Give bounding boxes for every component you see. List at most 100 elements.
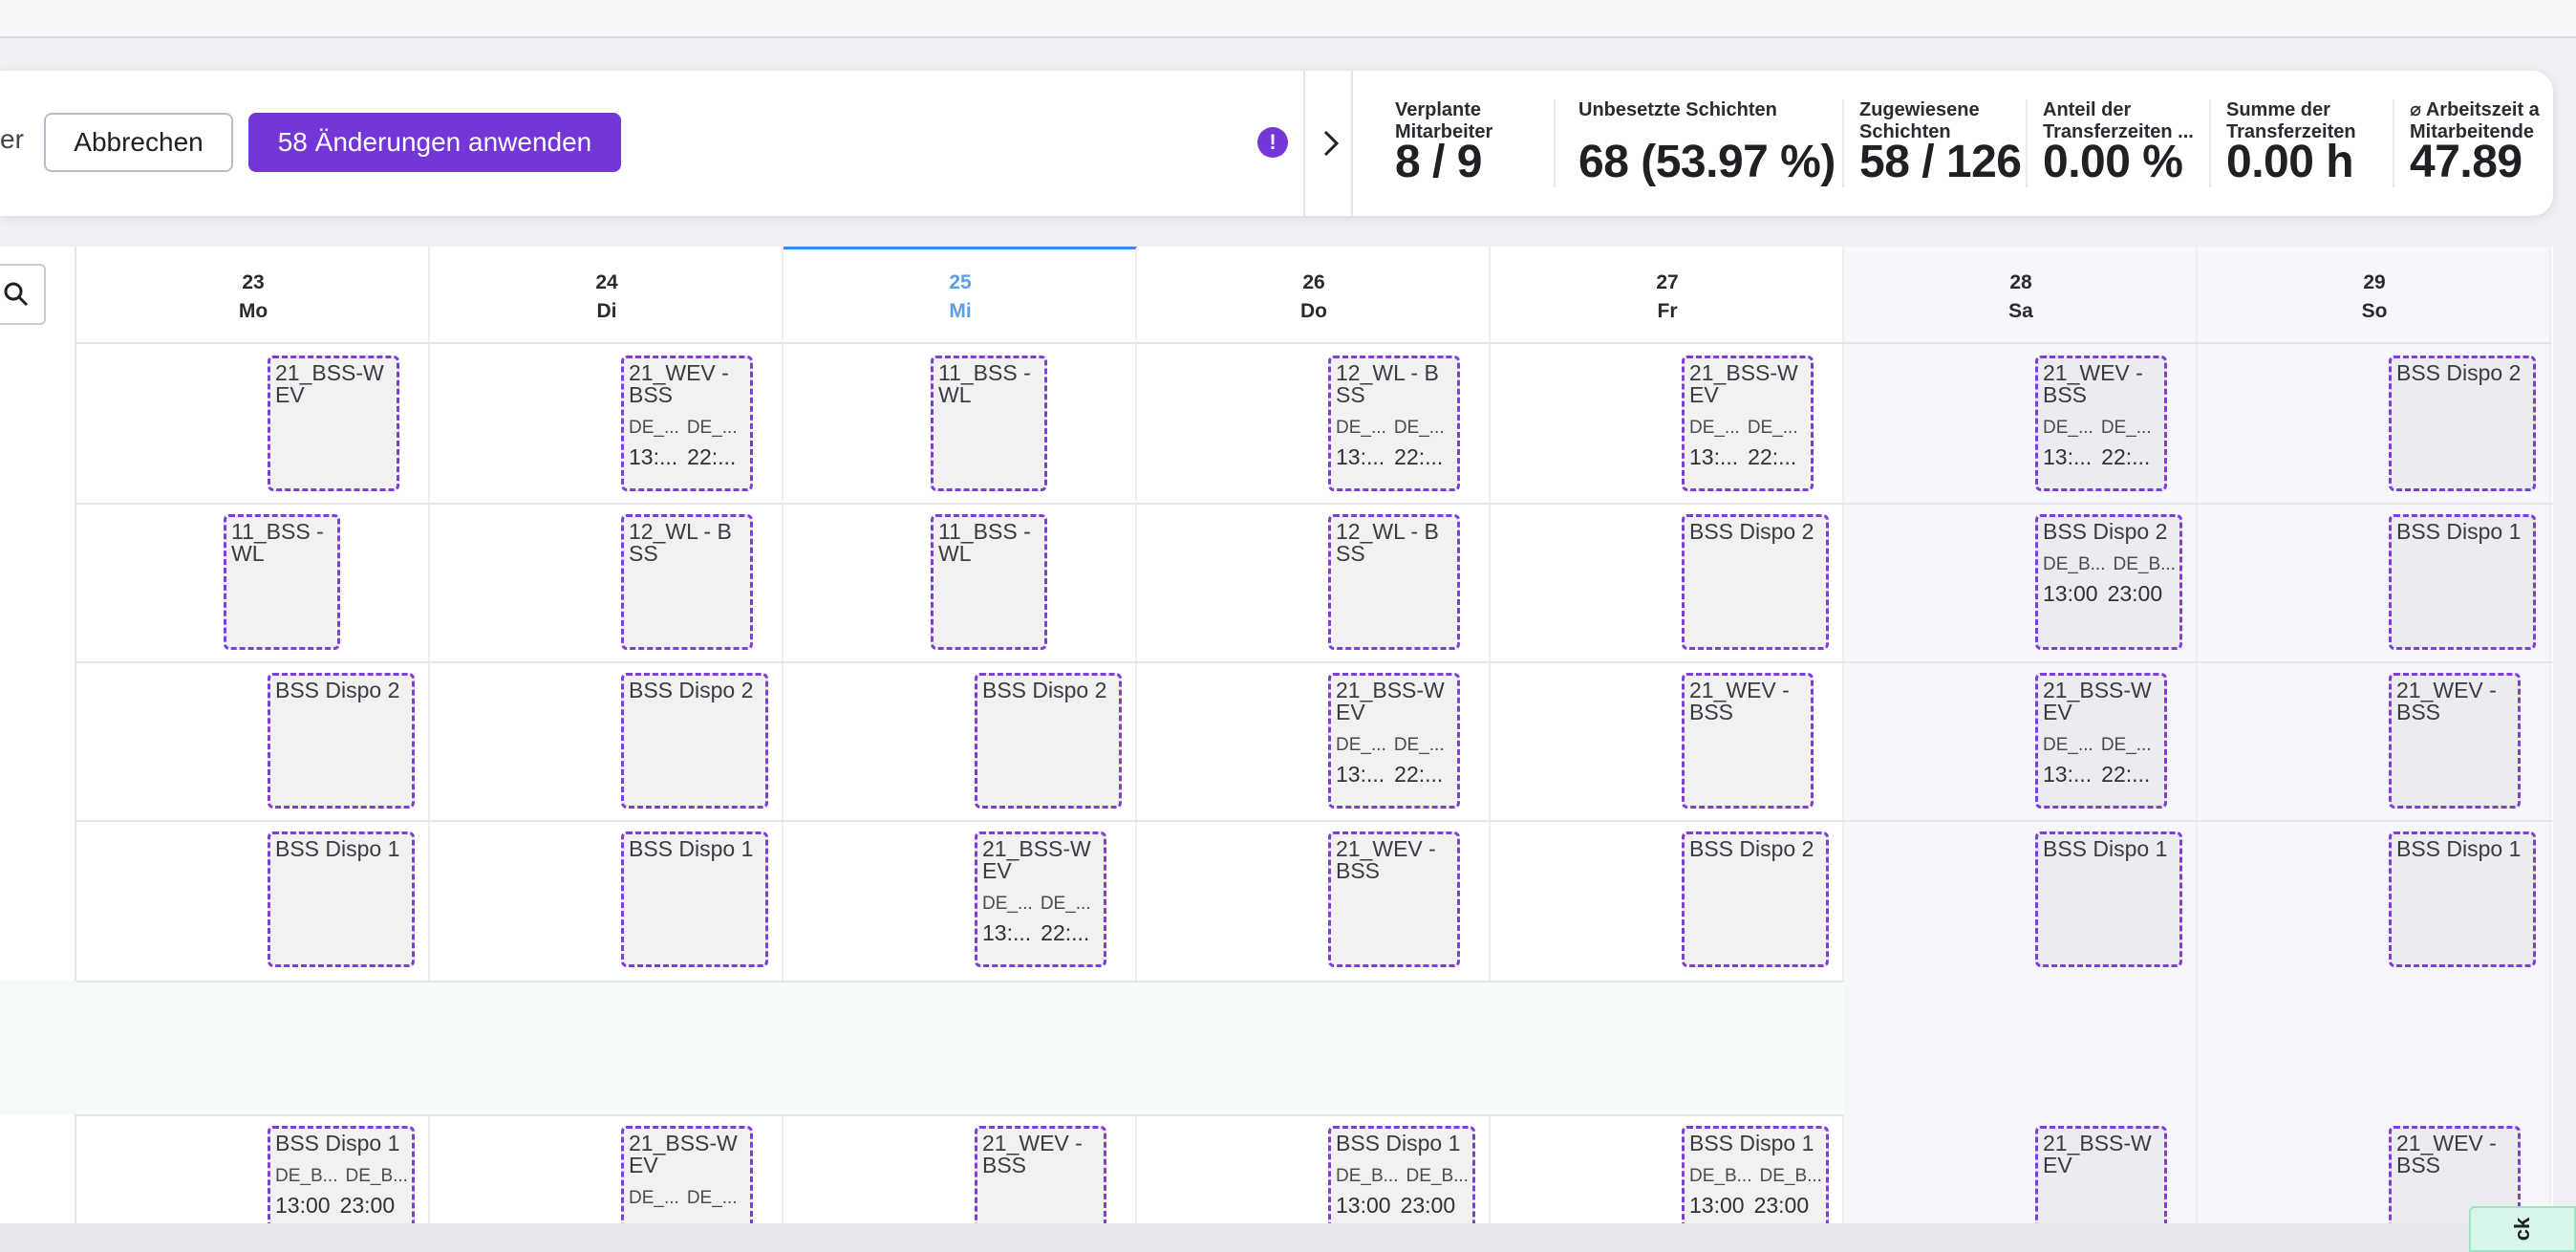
shift-times: 13:... 22:... (2043, 762, 2159, 787)
shift-location: DE_... (982, 894, 1033, 914)
shift-location: DE_B... (2043, 554, 2106, 574)
stat-label: Summe der Transferzeiten (2226, 99, 2356, 142)
day-number: 28 (2009, 271, 2032, 293)
shift-card[interactable]: 21_WEV - BSS (975, 1126, 1106, 1223)
day-header[interactable]: 28 Sa (1844, 247, 2198, 344)
day-header[interactable]: 26 Do (1137, 247, 1491, 344)
stat-avg-working-time: ⌀ Arbeitszeit a Mitarbeitende 47.89 (2410, 99, 2553, 195)
stat-divider (1842, 99, 1844, 187)
row-divider (0, 1114, 1844, 1116)
shift-card[interactable]: 21_BSS-WEV DE_... DE_... 13:... 22:... (2035, 673, 2167, 809)
stat-value: 58 / 126 (1859, 137, 2022, 187)
shift-card[interactable]: BSS Dispo 1 DE_B... DE_B... 13:00 23:00 (268, 1126, 415, 1223)
shift-time: 23:00 (339, 1193, 396, 1218)
day-header[interactable]: 23 Mo (76, 247, 430, 344)
shift-card[interactable]: 21_BSS-WEV (2035, 1126, 2167, 1223)
shift-time: 13:... (2043, 762, 2093, 787)
shift-card[interactable]: BSS Dispo 1 (268, 831, 415, 967)
shift-title: 21_BSS-WEV (1336, 678, 1445, 724)
shift-location: DE_... (1336, 735, 1386, 755)
shift-card[interactable]: 21_BSS-WEV DE_... DE_... 13:... 22:... (1682, 356, 1814, 491)
shift-time: 22:... (1394, 762, 1444, 787)
toolbar-partial-label: er (0, 124, 24, 154)
day-number: 29 (2363, 271, 2386, 293)
shift-location: DE_B... (1759, 1166, 1822, 1186)
shift-time: 22:... (2101, 762, 2151, 787)
shift-card[interactable]: 21_WEV - BSS DE_... DE_... 13:... 22:... (621, 356, 753, 491)
shift-card[interactable]: BSS Dispo 2 DE_B... DE_B... 13:00 23:00 (2035, 514, 2182, 650)
search-button[interactable] (0, 264, 46, 325)
shift-card[interactable]: BSS Dispo 1 DE_B... DE_B... 13:00 23:00 (1682, 1126, 1829, 1223)
shift-card[interactable]: 21_BSS-WEV (268, 356, 399, 491)
shift-locations: DE_B... DE_B... (275, 1166, 408, 1187)
shift-card[interactable]: 21_WEV - BSS (2389, 673, 2521, 809)
shift-title: BSS Dispo 1 (275, 1131, 400, 1155)
shift-card[interactable]: BSS Dispo 2 (975, 673, 1122, 809)
shift-card[interactable]: 12_WL - BSS DE_... DE_... 13:... 22:... (1328, 356, 1460, 491)
warning-icon[interactable]: ! (1257, 127, 1288, 158)
day-header[interactable]: 29 So (2198, 247, 2551, 344)
shift-time: 22:... (1748, 444, 1797, 469)
shift-time: 22:... (1394, 444, 1444, 469)
day-name: Sa (2008, 300, 2033, 322)
apply-changes-button[interactable]: 58 Änderungen anwenden (248, 113, 621, 172)
shift-card[interactable]: 21_BSS-WEV DE_... DE_... (621, 1126, 753, 1223)
shift-times: 13:... 22:... (982, 920, 1099, 945)
feedback-tab[interactable]: ck (2469, 1206, 2576, 1252)
shift-card[interactable]: 21_WEV - BSS (1682, 673, 1814, 809)
shift-card[interactable]: 21_BSS-WEV DE_... DE_... 13:... 22:... (975, 831, 1106, 967)
shift-card[interactable]: BSS Dispo 1 (2389, 514, 2536, 650)
shift-locations: DE_... DE_... (1336, 735, 1452, 756)
day-header[interactable]: 27 Fr (1491, 247, 1844, 344)
stat-label: Zugewiesene Schichten (1859, 99, 1980, 142)
shift-card[interactable]: BSS Dispo 2 (1682, 831, 1829, 967)
shift-card[interactable]: 12_WL - BSS (1328, 514, 1460, 650)
shift-times: 13:... 22:... (629, 444, 745, 469)
shift-card[interactable]: 21_WEV - BSS (1328, 831, 1460, 967)
shift-card[interactable]: BSS Dispo 2 (1682, 514, 1829, 650)
shift-card[interactable]: 21_WEV - BSS DE_... DE_... 13:... 22:... (2035, 356, 2167, 491)
shift-location: DE_... (629, 1188, 679, 1208)
shift-title: 12_WL - BSS (1336, 519, 1439, 566)
shift-locations: DE_... DE_... (629, 418, 745, 439)
shift-location: DE_... (1393, 418, 1445, 438)
shift-card[interactable]: 21_BSS-WEV DE_... DE_... 13:... 22:... (1328, 673, 1460, 809)
cancel-button[interactable]: Abbrechen (44, 113, 233, 172)
shift-title: 12_WL - BSS (1336, 360, 1439, 407)
shift-time: 13:00 (2043, 581, 2098, 606)
shift-card[interactable]: 11_BSS - WL (224, 514, 340, 650)
shift-time: 23:00 (1400, 1193, 1456, 1218)
shift-card[interactable]: 11_BSS - WL (931, 356, 1047, 491)
shift-location: DE_B... (1689, 1166, 1752, 1186)
shift-title: BSS Dispo 2 (1689, 519, 1814, 544)
shift-card[interactable]: BSS Dispo 1 (621, 831, 768, 967)
toolbar-divider (1351, 71, 1353, 216)
shift-title: 21_WEV - BSS (1689, 678, 1790, 724)
chevron-right-icon[interactable] (1317, 124, 1345, 162)
shift-card[interactable]: BSS Dispo 2 (621, 673, 768, 809)
shift-card[interactable]: BSS Dispo 2 (2389, 356, 2536, 491)
shift-locations: DE_B... DE_B... (2043, 554, 2176, 575)
shift-card[interactable]: 12_WL - BSS (621, 514, 753, 650)
shift-title: BSS Dispo 1 (2396, 519, 2522, 544)
shift-card[interactable]: BSS Dispo 2 (268, 673, 415, 809)
stat-divider (2026, 99, 2028, 187)
day-number: 27 (1656, 271, 1679, 293)
day-header[interactable]: 24 Di (430, 247, 784, 344)
shift-card[interactable]: BSS Dispo 1 (2389, 831, 2536, 967)
day-column (430, 247, 784, 1223)
day-name: Di (596, 300, 617, 322)
shift-title: BSS Dispo 1 (275, 836, 400, 861)
day-column (1491, 247, 1844, 1223)
shift-title: 11_BSS - WL (938, 519, 1031, 566)
shift-title: BSS Dispo 2 (629, 678, 754, 702)
day-number: 26 (1302, 271, 1325, 293)
stat-label: Verplante Mitarbeiter (1395, 99, 1493, 142)
top-bar (0, 0, 2576, 38)
shift-title: 21_BSS-WEV (2043, 1131, 2152, 1177)
shift-card[interactable]: BSS Dispo 1 (2035, 831, 2182, 967)
shift-card[interactable]: BSS Dispo 1 DE_B... DE_B... 13:00 23:00 (1328, 1126, 1475, 1223)
day-header[interactable]: 25 Mi (784, 247, 1137, 344)
stat-value: 8 / 9 (1395, 137, 1482, 187)
shift-card[interactable]: 11_BSS - WL (931, 514, 1047, 650)
